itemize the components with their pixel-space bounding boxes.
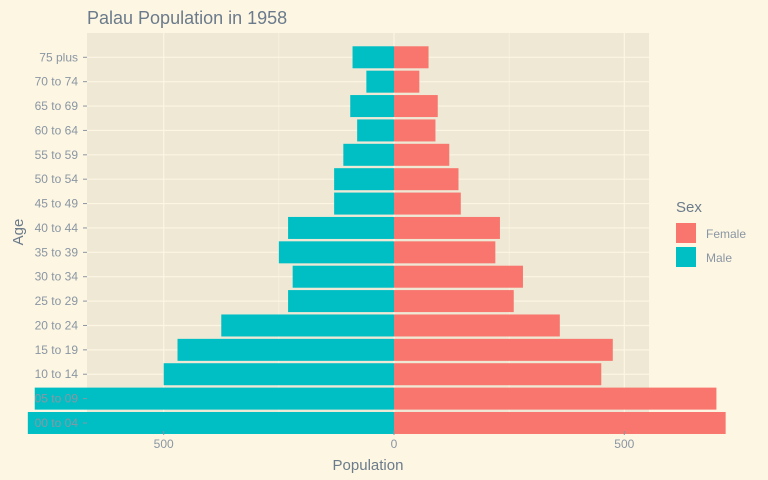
bar-female (394, 338, 613, 361)
y-tick-label: 75 plus (39, 50, 78, 64)
bar-male (221, 314, 394, 337)
bar-male (288, 216, 394, 239)
legend-key-male (676, 247, 696, 267)
y-tick-label: 50 to 54 (35, 172, 79, 186)
bar-female (394, 314, 560, 337)
x-tick-labels: 100050005001000 (154, 431, 635, 451)
bar-male (343, 143, 394, 166)
y-tick-labels: 00 to 04 05 to 09 10 to 14 15 to 19 20 to 24… (35, 50, 87, 430)
y-tick-label: 45 to 49 (35, 197, 79, 211)
bar-female (394, 387, 717, 410)
bar-female (394, 363, 602, 386)
legend-key-female (676, 223, 696, 243)
bar-female (394, 46, 429, 69)
bar-female (394, 290, 514, 313)
bar-male (177, 338, 394, 361)
y-tick-label: 55 to 59 (35, 148, 79, 162)
y-tick-label: 40 to 44 (35, 221, 79, 235)
bar-male (292, 265, 394, 288)
legend-title: Sex (676, 199, 702, 216)
x-tick-label: 0 (391, 437, 398, 451)
bar-female (394, 143, 450, 166)
bar-male (27, 411, 395, 434)
y-tick-label: 05 to 09 (35, 392, 79, 406)
x-tick-label: 500 (154, 437, 174, 451)
bar-female (394, 168, 459, 191)
y-tick-label: 20 to 24 (35, 318, 79, 332)
y-tick-label: 35 to 39 (35, 245, 79, 259)
bars (27, 46, 726, 434)
bar-female (394, 241, 496, 264)
x-axis-title: Population (333, 457, 404, 474)
bar-female (394, 95, 438, 118)
bar-male (288, 290, 394, 313)
y-axis-title: Age (10, 219, 27, 246)
chart-title: Palau Population in 1958 (87, 8, 287, 28)
bar-female (394, 119, 436, 142)
bar-male (352, 46, 394, 69)
bar-male (163, 363, 394, 386)
bar-male (334, 168, 394, 191)
bar-male (357, 119, 394, 142)
bar-male (278, 241, 394, 264)
y-tick-label: 00 to 04 (35, 416, 79, 430)
y-tick-label: 25 to 29 (35, 294, 79, 308)
bar-female (394, 265, 523, 288)
bar-female (394, 70, 420, 93)
y-tick-label: 10 to 14 (35, 367, 79, 381)
bar-male (350, 95, 394, 118)
bar-female (394, 216, 500, 239)
y-tick-label: 60 to 64 (35, 123, 79, 137)
x-tick-label: 500 (614, 437, 634, 451)
bar-female (394, 411, 726, 434)
legend: Sex Female Male (676, 199, 746, 267)
y-tick-label: 15 to 19 (35, 343, 79, 357)
legend-label-male: Male (706, 251, 732, 265)
bar-male (34, 387, 395, 410)
bar-female (394, 192, 461, 215)
y-tick-label: 30 to 34 (35, 270, 79, 284)
bar-male (366, 70, 394, 93)
legend-label-female: Female (706, 227, 746, 241)
y-tick-label: 65 to 69 (35, 99, 79, 113)
bar-male (334, 192, 394, 215)
y-tick-label: 70 to 74 (35, 75, 79, 89)
